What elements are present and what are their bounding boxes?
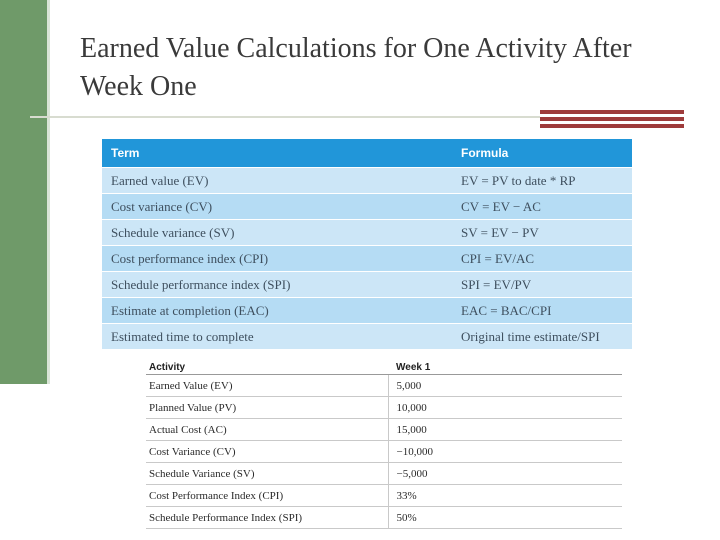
table-row: Actual Cost (AC) 15,000 (146, 418, 622, 441)
decorative-sidebar (0, 0, 47, 384)
decorative-sidebar-shadow (47, 0, 50, 384)
activity-cell: Cost Performance Index (CPI) (146, 484, 388, 507)
column-header-week: Week 1 (388, 360, 622, 375)
title-divider (30, 116, 540, 118)
table-row: Earned Value (EV) 5,000 (146, 374, 622, 397)
formula-cell: SPI = EV/PV (452, 271, 632, 298)
formula-cell: SV = EV − PV (452, 219, 632, 246)
activity-cell: Actual Cost (AC) (146, 418, 388, 441)
table-row: Estimate at completion (EAC) EAC = BAC/C… (102, 297, 632, 324)
column-header-formula: Formula (452, 139, 632, 168)
value-cell: 15,000 (387, 418, 622, 441)
table-row: Schedule Variance (SV) −5,000 (146, 462, 622, 485)
value-cell: 10,000 (387, 396, 622, 419)
accent-stripe (540, 110, 684, 114)
value-cell: −5,000 (387, 462, 622, 485)
activity-cell: Earned Value (EV) (146, 374, 388, 397)
table-row: Cost Performance Index (CPI) 33% (146, 484, 622, 507)
term-cell: Cost variance (CV) (102, 193, 452, 220)
term-cell: Earned value (EV) (102, 167, 452, 194)
week-table-header: Activity Week 1 (146, 360, 622, 375)
term-cell: Schedule variance (SV) (102, 219, 452, 246)
table-row: Schedule performance index (SPI) SPI = E… (102, 271, 632, 298)
activity-cell: Schedule Variance (SV) (146, 462, 388, 485)
table-row: Estimated time to complete Original time… (102, 323, 632, 349)
term-cell: Cost performance index (CPI) (102, 245, 452, 272)
formula-cell: Original time estimate/SPI (452, 323, 632, 349)
value-cell: −10,000 (387, 440, 622, 463)
activity-cell: Schedule Performance Index (SPI) (146, 506, 388, 529)
table-row: Schedule Performance Index (SPI) 50% (146, 506, 622, 529)
week-one-table: Activity Week 1 Earned Value (EV) 5,000 … (146, 360, 622, 529)
value-cell: 50% (387, 506, 622, 529)
value-cell: 5,000 (387, 374, 622, 397)
formula-cell: CV = EV − AC (452, 193, 632, 220)
formula-cell: EAC = BAC/CPI (452, 297, 632, 324)
formula-table: Term Formula Earned value (EV) EV = PV t… (102, 139, 632, 349)
formula-table-header: Term Formula (102, 139, 632, 168)
value-cell: 33% (387, 484, 622, 507)
term-cell: Estimate at completion (EAC) (102, 297, 452, 324)
table-row: Cost Variance (CV) −10,000 (146, 440, 622, 463)
table-row: Planned Value (PV) 10,000 (146, 396, 622, 419)
table-row: Schedule variance (SV) SV = EV − PV (102, 219, 632, 246)
activity-cell: Cost Variance (CV) (146, 440, 388, 463)
activity-cell: Planned Value (PV) (146, 396, 388, 419)
accent-stripe (540, 124, 684, 128)
formula-cell: EV = PV to date * RP (452, 167, 632, 194)
formula-cell: CPI = EV/AC (452, 245, 632, 272)
slide-title: Earned Value Calculations for One Activi… (80, 33, 632, 102)
table-row: Earned value (EV) EV = PV to date * RP (102, 167, 632, 194)
table-row: Cost performance index (CPI) CPI = EV/AC (102, 245, 632, 272)
term-cell: Schedule performance index (SPI) (102, 271, 452, 298)
term-cell: Estimated time to complete (102, 323, 452, 349)
table-row: Cost variance (CV) CV = EV − AC (102, 193, 632, 220)
column-header-term: Term (102, 139, 452, 168)
column-header-activity: Activity (146, 360, 388, 375)
accent-stripe (540, 117, 684, 121)
